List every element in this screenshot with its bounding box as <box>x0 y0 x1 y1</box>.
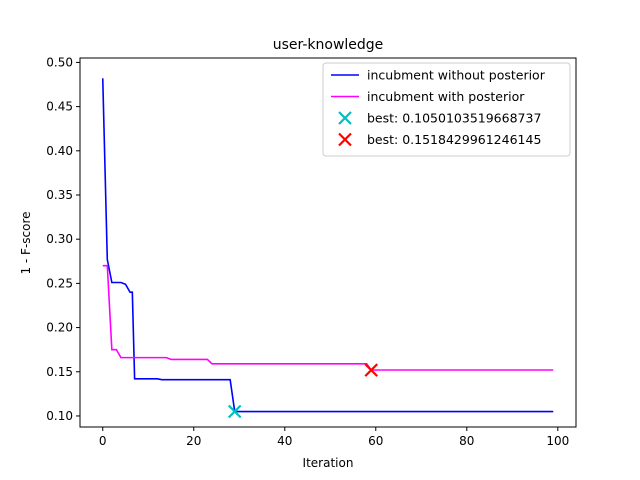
y-tick-label: 0.30 <box>46 232 73 246</box>
axes-frame <box>79 57 577 428</box>
legend-label: incubment with posterior <box>367 89 525 104</box>
legend-swatch <box>338 132 352 147</box>
y-axis-label: 1 - F-score <box>19 211 33 274</box>
y-tick-label: 0.50 <box>46 55 73 69</box>
best-marker-4 <box>364 363 379 377</box>
x-tick-label: 60 <box>368 434 383 448</box>
legend-label: best: 0.1050103519668737 <box>367 111 541 126</box>
legend-entry-3: best: 0.1050103519668737 <box>338 111 541 126</box>
y-tick-label: 0.40 <box>46 144 73 158</box>
axis-ticks: 0 20 40 60 80 100 0.10 0.15 0.20 0.25 0.30 0.35 0.40… <box>46 55 569 448</box>
series-line-2 <box>102 264 554 371</box>
legend-label: best: 0.1518429961246145 <box>367 132 541 147</box>
plot-area <box>79 57 577 428</box>
legend-entry-1: incubment without posterior <box>331 68 546 83</box>
y-tick-label: 0.20 <box>46 321 73 335</box>
best-marker-3 <box>227 404 242 419</box>
y-tick-label: 0.35 <box>46 188 73 202</box>
legend-label: incubment without posterior <box>367 68 546 83</box>
best-marker-stroke <box>227 404 242 419</box>
legend-swatch <box>338 111 352 125</box>
legend-entry-2: incubment with posterior <box>331 89 525 104</box>
y-tick-label: 0.45 <box>46 100 73 114</box>
best-marker-stroke <box>364 363 379 377</box>
y-tick-label: 0.10 <box>46 409 73 423</box>
x-tick-label: 0 <box>99 434 107 448</box>
y-tick-label: 0.15 <box>46 365 73 379</box>
x-tick-label: 20 <box>186 434 201 448</box>
x-tick-label: 80 <box>459 434 474 448</box>
legend: incubment without posterior incubment wit… <box>322 62 571 157</box>
legend-entry-4: best: 0.1518429961246145 <box>338 132 541 147</box>
series-line-1 <box>101 78 554 413</box>
x-tick-label: 100 <box>546 434 569 448</box>
legend-box <box>322 62 571 157</box>
x-tick-label: 40 <box>277 434 292 448</box>
chart-title: user-knowledge <box>273 37 384 53</box>
x-axis-label: Iteration <box>303 456 354 470</box>
y-tick-label: 0.25 <box>46 276 73 290</box>
